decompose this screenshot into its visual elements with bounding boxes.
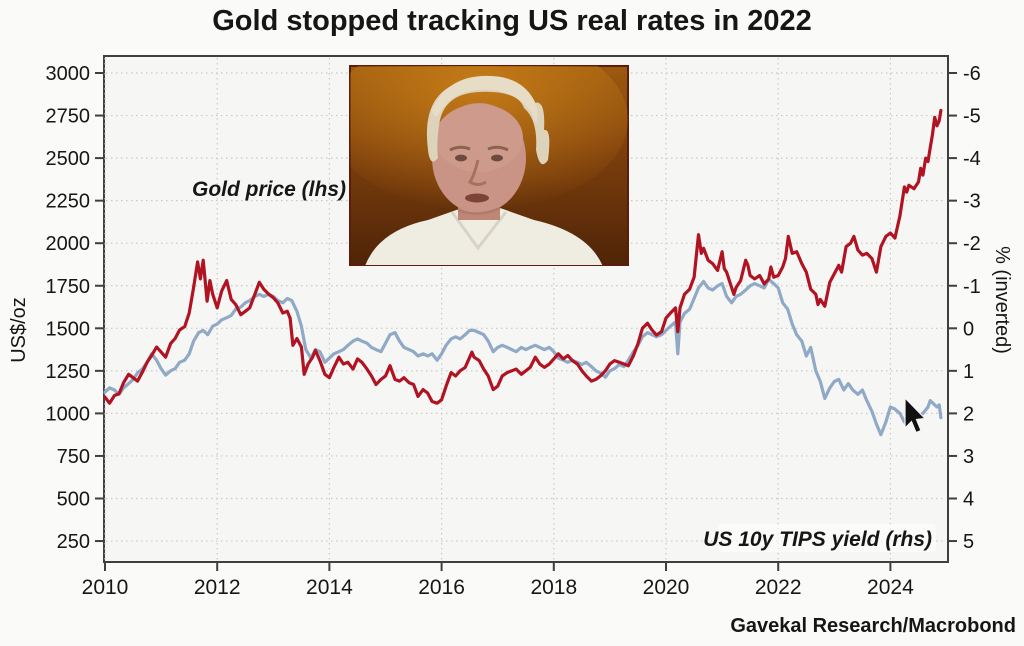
left-axis-title: US$/oz <box>8 297 30 363</box>
gold-price-line <box>103 108 943 405</box>
left-tick-label: 1500 <box>46 318 91 340</box>
tips-label-highlight <box>718 524 936 552</box>
left-tick-label: 1250 <box>46 361 91 383</box>
x-tick-label: 2018 <box>530 576 577 599</box>
left-tick-label: 2000 <box>46 233 91 255</box>
x-tick-label: 2014 <box>306 576 353 599</box>
x-tick-label: 2012 <box>194 576 241 599</box>
x-tick-label: 2024 <box>867 576 914 599</box>
speaker-video-inset[interactable] <box>328 30 629 300</box>
right-tick-label: -1 <box>963 276 981 298</box>
left-tick-label: 2750 <box>46 106 91 128</box>
left-tick-label: 750 <box>57 446 90 468</box>
right-tick-label: -6 <box>963 63 981 85</box>
speaker-portrait <box>350 66 628 265</box>
data-series <box>103 108 943 437</box>
x-tick-label: 2010 <box>82 576 129 599</box>
left-tick-label: 1000 <box>46 403 91 425</box>
right-axis-title: % (inverted) <box>991 246 1013 354</box>
tips-yield-line <box>103 277 943 437</box>
left-tick-label: 2500 <box>46 148 91 170</box>
left-tick-label: 1750 <box>46 276 91 298</box>
right-tick-label: 1 <box>963 361 974 383</box>
axis-ticks <box>95 72 957 571</box>
right-tick-label: -3 <box>963 191 981 213</box>
source-attribution: Gavekal Research/Macrobond <box>730 615 1016 637</box>
right-tick-label: -5 <box>963 106 981 128</box>
left-tick-label: 2250 <box>46 191 91 213</box>
right-tick-label: -2 <box>963 233 981 255</box>
x-tick-label: 2016 <box>418 576 465 599</box>
tips-series-label: US 10y TIPS yield (rhs) <box>703 528 932 551</box>
left-tick-label: 250 <box>57 531 90 553</box>
x-tick-label: 2022 <box>755 576 802 599</box>
gridlines <box>104 58 946 560</box>
right-tick-label: -4 <box>963 148 981 170</box>
left-tick-label: 500 <box>57 489 90 511</box>
right-tick-label: 2 <box>963 403 974 425</box>
right-tick-label: 0 <box>963 318 974 340</box>
right-tick-label: 4 <box>963 489 974 511</box>
x-tick-label: 2020 <box>643 576 690 599</box>
mouse-cursor <box>904 396 927 434</box>
right-tick-label: 3 <box>963 446 974 468</box>
right-tick-label: 5 <box>963 531 974 553</box>
gold-series-label: Gold price (lhs) <box>192 178 346 201</box>
left-tick-label: 3000 <box>46 63 91 85</box>
chart-title: Gold stopped tracking US real rates in 2… <box>212 5 812 37</box>
